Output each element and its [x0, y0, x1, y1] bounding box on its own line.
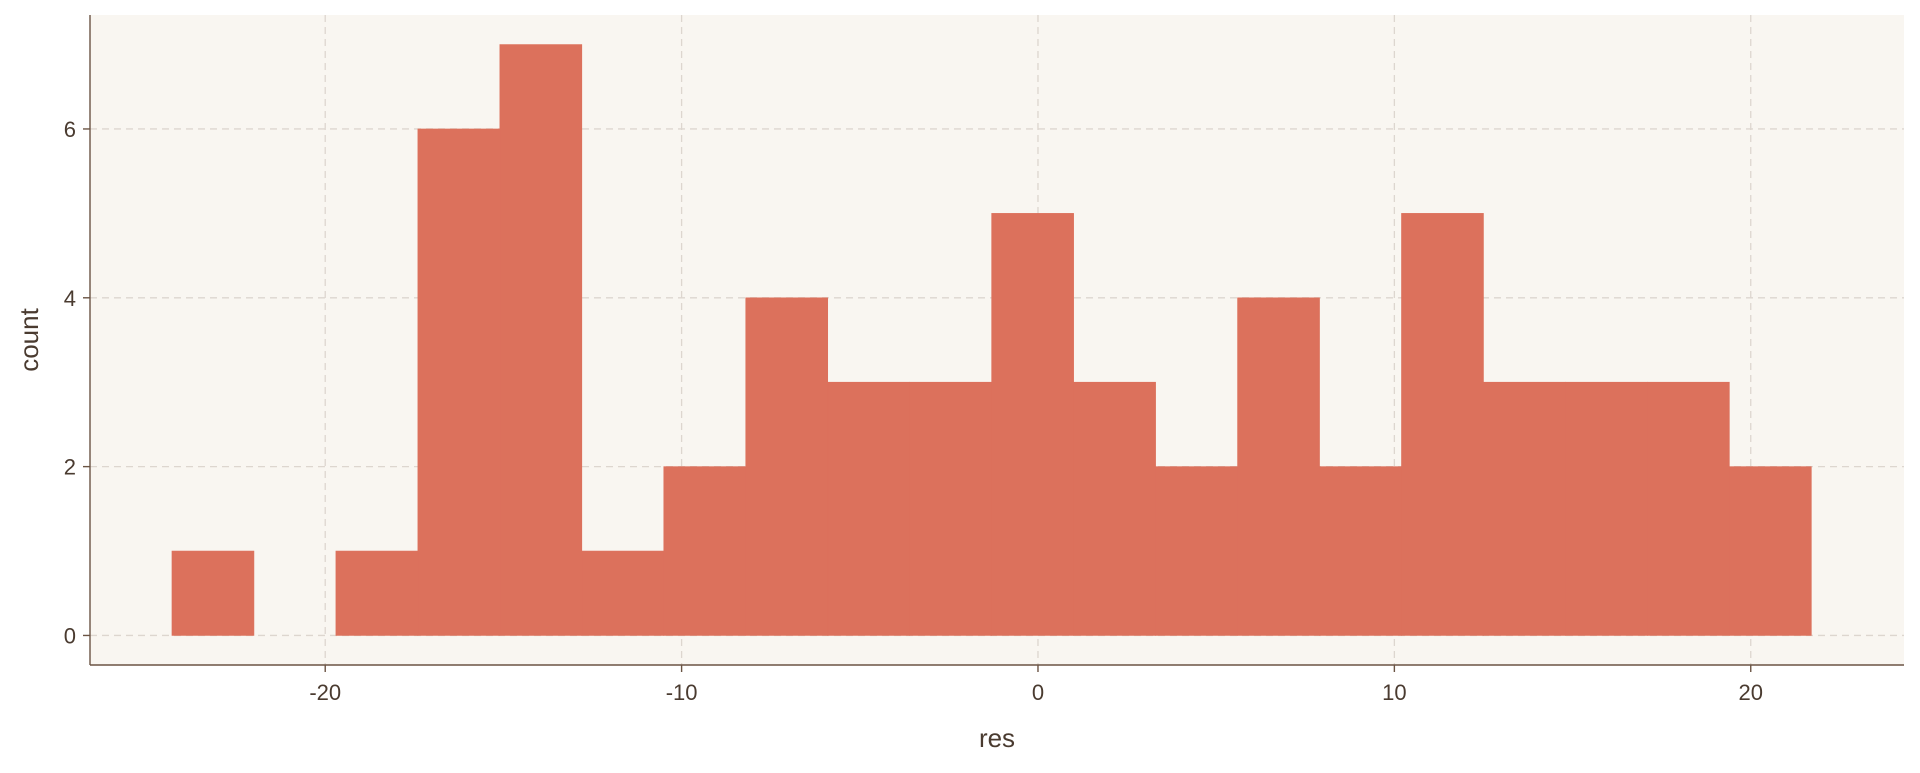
histogram-bar-16 — [1483, 381, 1566, 636]
y-tick-label: 6 — [64, 117, 76, 142]
x-tick-label: -20 — [309, 680, 341, 705]
axes — [89, 15, 1904, 666]
histogram-bar-18 — [1647, 381, 1730, 636]
histogram-bar-13 — [1237, 297, 1320, 636]
x-tick-label: 10 — [1382, 680, 1406, 705]
y-tick-label: 0 — [64, 623, 76, 648]
histogram-bar-14 — [1319, 466, 1402, 636]
histogram-bar-12 — [1155, 466, 1238, 636]
histogram-bar-19 — [1729, 466, 1812, 636]
histogram-bar-17 — [1565, 381, 1648, 636]
histogram-bar-10 — [991, 213, 1074, 636]
x-tick-label: -10 — [666, 680, 698, 705]
y-axis-ticks: 0 2 4 6 — [64, 117, 90, 648]
histogram-bar-11 — [1073, 381, 1156, 636]
histogram-bar-5 — [581, 550, 665, 636]
histogram-bar-0 — [171, 550, 255, 636]
x-tick-label: 20 — [1739, 680, 1763, 705]
histogram-bar-3 — [417, 128, 501, 636]
y-tick-label: 2 — [64, 455, 76, 480]
histogram-bar-8 — [827, 381, 910, 636]
y-tick-label: 4 — [64, 286, 76, 311]
histogram-bar-6 — [663, 466, 747, 636]
histogram-bar-2 — [335, 550, 419, 636]
y-axis-label: count — [14, 307, 44, 371]
x-axis-label: res — [979, 723, 1015, 753]
histogram-bar-4 — [499, 44, 583, 636]
x-tick-label: 0 — [1032, 680, 1044, 705]
histogram-bar-7 — [745, 297, 829, 636]
histogram-bar-15 — [1401, 213, 1484, 636]
histogram-bar-9 — [909, 381, 992, 636]
x-axis-ticks: -20 -10 0 10 20 — [309, 665, 1763, 705]
histogram-bars — [171, 44, 1812, 636]
